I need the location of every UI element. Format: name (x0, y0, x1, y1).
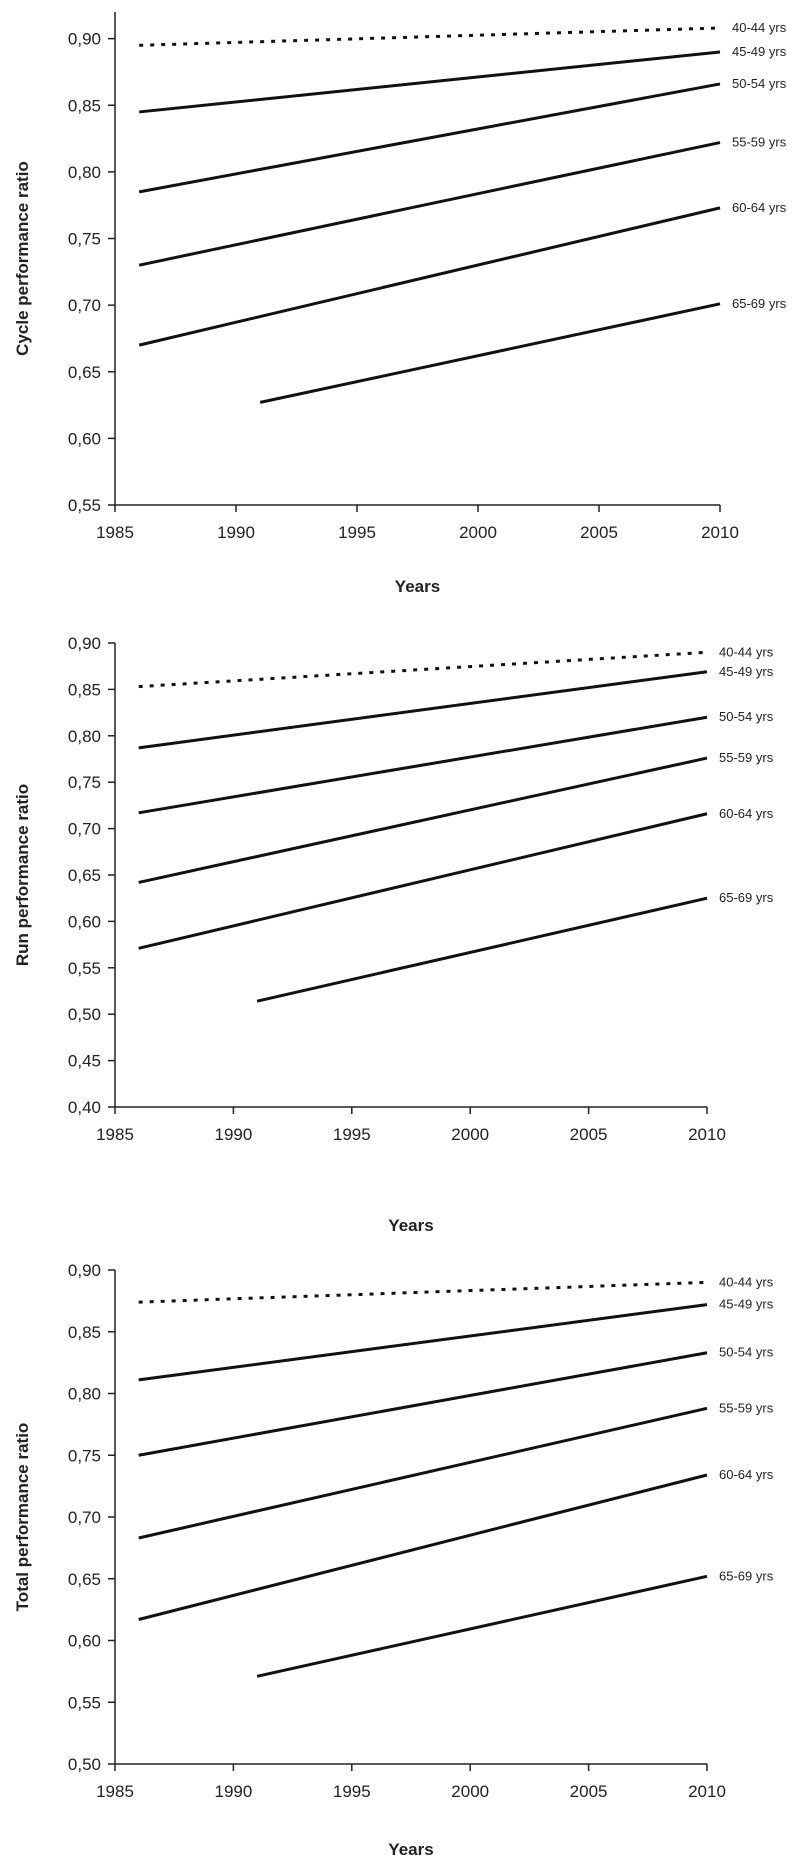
y-axis-title: Cycle performance ratio (13, 161, 32, 356)
y-tick-label: 0,90 (68, 1261, 101, 1280)
series-label: 50-54 yrs (719, 1345, 774, 1360)
x-tick-label: 2005 (570, 1125, 608, 1144)
y-axis-title: Total performance ratio (13, 1423, 32, 1612)
y-axis-title: Run performance ratio (13, 784, 32, 966)
y-tick-label: 0,75 (68, 773, 101, 792)
x-tick-label: 1995 (338, 523, 376, 542)
series-label: 40-44 yrs (732, 20, 787, 35)
y-tick-label: 0,65 (68, 866, 101, 885)
y-tick-label: 0,50 (68, 1005, 101, 1024)
x-tick-label: 1995 (333, 1125, 371, 1144)
y-tick-label: 0,90 (68, 634, 101, 653)
y-tick-label: 0,40 (68, 1098, 101, 1117)
series-line (138, 650, 708, 689)
x-axis-title: Years (388, 1840, 433, 1859)
y-tick-label: 0,65 (68, 1570, 101, 1589)
series-line (138, 812, 708, 950)
y-tick-label: 0,80 (68, 1385, 101, 1404)
x-tick-label: 1995 (333, 1782, 371, 1801)
series-line (138, 1406, 708, 1540)
series-label: 40-44 yrs (719, 644, 774, 659)
series-line (256, 896, 708, 1003)
series-line (138, 670, 708, 750)
x-axis-title: Years (388, 1216, 433, 1235)
y-tick-label: 0,60 (68, 1632, 101, 1651)
series-label: 40-44 yrs (719, 1274, 774, 1289)
series-line (138, 1303, 708, 1382)
chart-panel-1: 0,55 0,60 0,65 0,70 0,75 0,80 0,85 0,90 1985 1990… (13, 12, 787, 596)
series-line (138, 141, 721, 267)
y-tick-label: 0,90 (68, 30, 101, 49)
series-label: 55-59 yrs (732, 135, 787, 150)
y-tick-label: 0,55 (68, 959, 101, 978)
series-line (138, 1280, 708, 1304)
series-label: 65-69 yrs (719, 890, 774, 905)
y-tick-label: 0,75 (68, 1446, 101, 1465)
x-tick-label: 2005 (580, 523, 618, 542)
series-line (138, 1473, 708, 1621)
x-tick-label: 2010 (688, 1125, 726, 1144)
series-line (138, 756, 708, 884)
y-tick-label: 0,60 (68, 912, 101, 931)
series-label: 55-59 yrs (719, 1400, 774, 1415)
series-label: 60-64 yrs (719, 806, 774, 821)
x-tick-label: 2010 (688, 1782, 726, 1801)
series-label: 60-64 yrs (719, 1467, 774, 1482)
series-label: 50-54 yrs (719, 709, 774, 724)
y-tick-label: 0,85 (68, 680, 101, 699)
x-tick-label: 2005 (570, 1782, 608, 1801)
chart-panel-3: 0,50 0,55 0,60 0,65 0,70 0,75 0,80 0,85 0,90 1985… (13, 1261, 774, 1859)
x-tick-label: 1985 (96, 1782, 134, 1801)
series-label: 45-49 yrs (719, 664, 774, 679)
y-tick-label: 0,65 (68, 363, 101, 382)
y-tick-label: 0,55 (68, 496, 101, 515)
y-tick-label: 0,80 (68, 727, 101, 746)
x-tick-label: 1990 (217, 523, 255, 542)
y-tick-label: 0,75 (68, 230, 101, 249)
series-label: 45-49 yrs (719, 1297, 774, 1312)
y-tick-label: 0,60 (68, 429, 101, 448)
x-tick-label: 2000 (451, 1782, 489, 1801)
series-line (139, 50, 721, 114)
y-tick-label: 0,45 (68, 1052, 101, 1071)
series-label: 50-54 yrs (732, 76, 787, 91)
y-tick-label: 0,50 (68, 1755, 101, 1774)
x-tick-label: 2000 (459, 523, 497, 542)
y-tick-label: 0,85 (68, 96, 101, 115)
series-label: 60-64 yrs (732, 200, 787, 215)
series-line (138, 715, 708, 815)
y-tick-label: 0,85 (68, 1323, 101, 1342)
series-label: 65-69 yrs (719, 1568, 774, 1583)
y-tick-label: 0,70 (68, 820, 101, 839)
x-tick-label: 1990 (214, 1125, 252, 1144)
x-tick-label: 2010 (701, 523, 739, 542)
series-line (138, 206, 721, 347)
series-line (259, 302, 721, 404)
x-axis-title: Years (395, 577, 440, 596)
x-tick-label: 1985 (96, 1125, 134, 1144)
y-tick-label: 0,80 (68, 163, 101, 182)
series-line (138, 82, 721, 194)
y-tick-label: 0,55 (68, 1693, 101, 1712)
series-label: 55-59 yrs (719, 750, 774, 765)
x-tick-label: 2000 (451, 1125, 489, 1144)
series-line (139, 26, 721, 47)
series-label: 65-69 yrs (732, 296, 787, 311)
series-line (138, 1351, 708, 1457)
y-tick-label: 0,70 (68, 296, 101, 315)
chart-panel-2: 0,40 0,45 0,50 0,55 0,60 0,65 0,70 0,75 0,80 0,85… (13, 634, 774, 1235)
y-tick-label: 0,70 (68, 1508, 101, 1527)
series-label: 45-49 yrs (732, 44, 787, 59)
x-tick-label: 1985 (96, 523, 134, 542)
x-tick-label: 1990 (214, 1782, 252, 1801)
series-line (256, 1574, 708, 1678)
